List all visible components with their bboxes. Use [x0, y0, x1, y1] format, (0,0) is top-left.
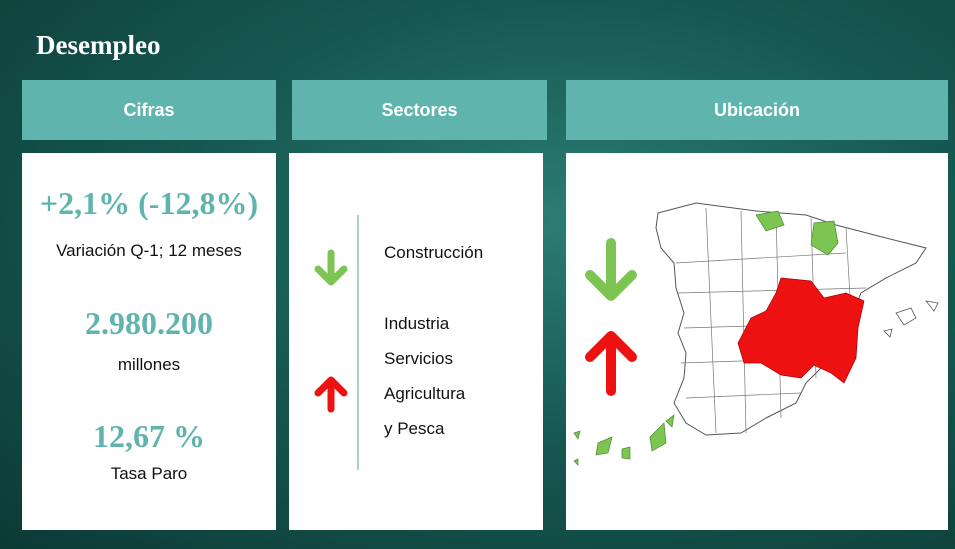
- sector-icons: [289, 153, 543, 530]
- column-header: Sectores: [292, 80, 547, 140]
- page: Desempleo Cifras Sectores Ubicación +2,1…: [0, 0, 955, 549]
- sector-up: Industria: [384, 314, 449, 334]
- sector-up: Servicios: [384, 349, 453, 369]
- sector-up: y Pesca: [384, 419, 444, 439]
- sectores-panel: Construcción Industria Servicios Agricul…: [289, 153, 543, 530]
- page-title: Desempleo: [36, 30, 160, 61]
- sector-up: Agricultura: [384, 384, 465, 404]
- down-arrow: [590, 243, 632, 296]
- cifras-panel: +2,1% (-12,8%) Variación Q-1; 12 meses 2…: [22, 153, 276, 530]
- balearic-islands: [884, 301, 938, 337]
- down-arrow: [318, 253, 344, 282]
- map-area: [566, 153, 948, 530]
- sector-down: Construcción: [384, 243, 483, 263]
- up-arrow: [590, 336, 632, 391]
- figure-value: 2.980.200: [22, 305, 276, 342]
- figure-value: 12,67 %: [22, 418, 276, 455]
- figure-label: Tasa Paro: [22, 464, 276, 484]
- figure-label: millones: [22, 355, 276, 375]
- column-header: Cifras: [22, 80, 276, 140]
- canary-islands: [574, 415, 674, 465]
- up-arrow: [318, 380, 344, 409]
- column-header: Ubicación: [566, 80, 948, 140]
- ubicacion-panel: [566, 153, 948, 530]
- figure-value: +2,1% (-12,8%): [22, 185, 276, 222]
- figure-label: Variación Q-1; 12 meses: [22, 241, 276, 261]
